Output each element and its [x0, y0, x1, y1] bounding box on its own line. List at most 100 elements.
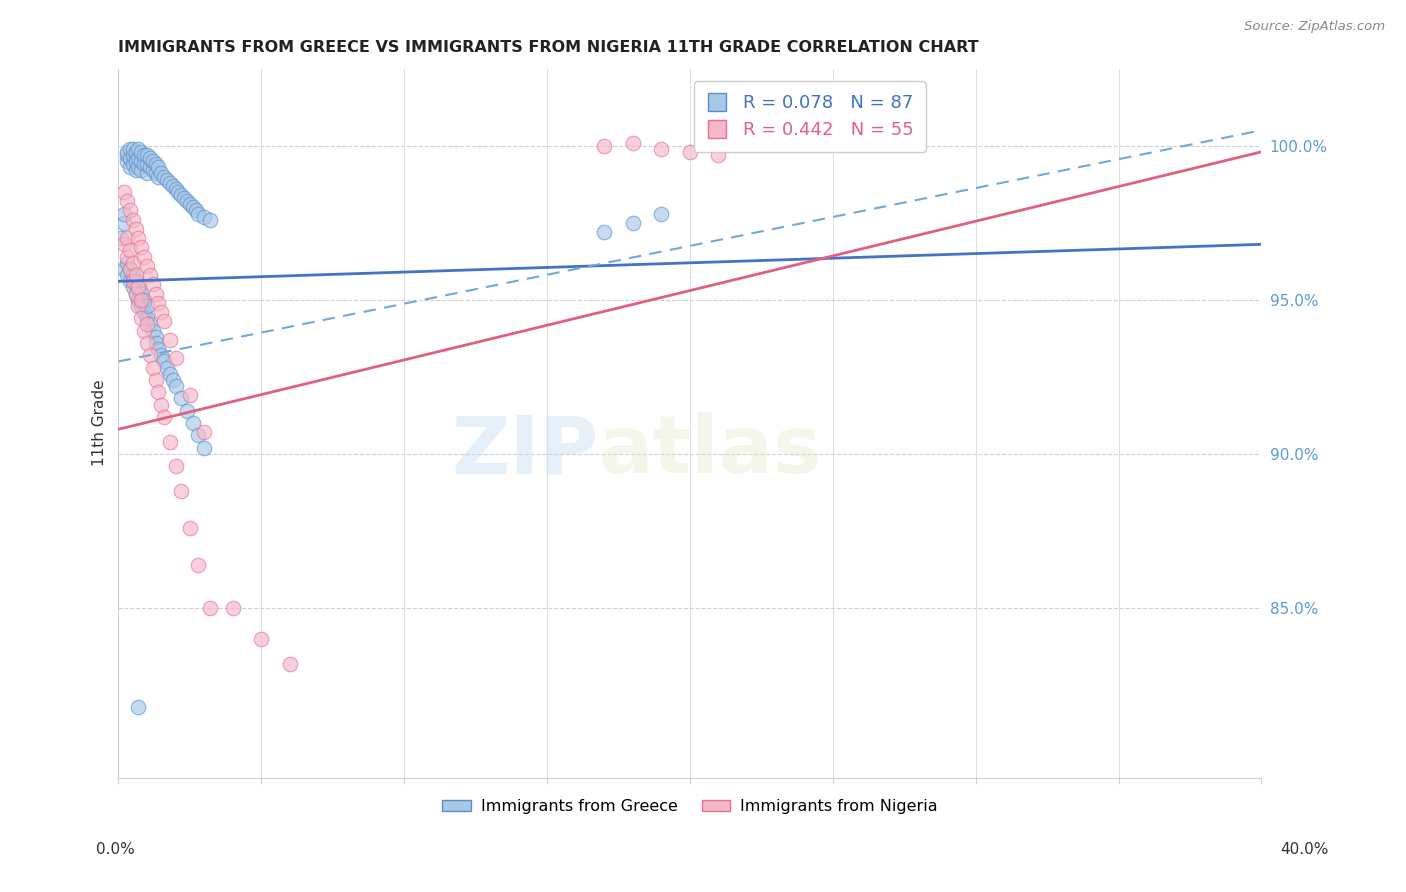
Point — [118, 274, 141, 288]
Point — [136, 311, 159, 326]
Point — [115, 148, 138, 162]
Y-axis label: 11th Grade: 11th Grade — [93, 380, 107, 467]
Point — [170, 392, 193, 406]
Point — [112, 185, 135, 199]
Point — [593, 138, 616, 153]
Point — [198, 212, 221, 227]
Point — [193, 441, 215, 455]
Point — [118, 244, 141, 258]
Point — [145, 335, 167, 350]
Point — [142, 163, 165, 178]
Point — [124, 286, 146, 301]
Point — [121, 157, 143, 171]
Point — [136, 148, 159, 162]
Point — [121, 268, 143, 282]
Point — [118, 151, 141, 165]
Point — [124, 268, 146, 282]
Point — [593, 225, 616, 239]
Point — [153, 409, 176, 424]
Point — [148, 342, 170, 356]
Point — [170, 188, 193, 202]
Point — [148, 385, 170, 400]
Point — [134, 148, 156, 162]
Point — [150, 305, 173, 319]
Point — [165, 351, 187, 366]
Point — [112, 262, 135, 277]
Point — [679, 145, 702, 159]
Point — [115, 231, 138, 245]
Point — [121, 256, 143, 270]
Point — [153, 169, 176, 184]
Text: IMMIGRANTS FROM GREECE VS IMMIGRANTS FROM NIGERIA 11TH GRADE CORRELATION CHART: IMMIGRANTS FROM GREECE VS IMMIGRANTS FRO… — [118, 40, 979, 55]
Point — [181, 200, 204, 214]
Text: 40.0%: 40.0% — [1281, 842, 1329, 856]
Point — [118, 161, 141, 175]
Point — [115, 250, 138, 264]
Point — [159, 367, 181, 381]
Point — [179, 521, 201, 535]
Point — [139, 268, 162, 282]
Point — [193, 210, 215, 224]
Point — [278, 657, 301, 671]
Point — [156, 172, 179, 186]
Point — [184, 203, 207, 218]
Point — [121, 280, 143, 294]
Point — [124, 154, 146, 169]
Point — [150, 348, 173, 362]
Point — [181, 416, 204, 430]
Point — [139, 151, 162, 165]
Point — [134, 305, 156, 319]
Point — [124, 222, 146, 236]
Point — [110, 231, 132, 245]
Point — [145, 286, 167, 301]
Point — [134, 157, 156, 171]
Point — [115, 268, 138, 282]
Point — [170, 483, 193, 498]
Point — [129, 240, 152, 254]
Point — [179, 388, 201, 402]
Point — [127, 142, 149, 156]
Point — [250, 632, 273, 646]
Point — [148, 161, 170, 175]
Point — [121, 212, 143, 227]
Point — [142, 154, 165, 169]
Point — [121, 274, 143, 288]
Point — [153, 354, 176, 368]
Point — [179, 197, 201, 211]
Point — [134, 293, 156, 307]
Point — [115, 256, 138, 270]
Point — [153, 314, 176, 328]
Point — [136, 335, 159, 350]
Text: 0.0%: 0.0% — [96, 842, 135, 856]
Point — [136, 157, 159, 171]
Point — [124, 286, 146, 301]
Point — [127, 280, 149, 294]
Point — [124, 145, 146, 159]
Point — [156, 360, 179, 375]
Point — [115, 154, 138, 169]
Point — [127, 293, 149, 307]
Point — [139, 318, 162, 332]
Point — [142, 277, 165, 292]
Point — [127, 161, 149, 175]
Point — [136, 166, 159, 180]
Point — [145, 166, 167, 180]
Point — [187, 206, 209, 220]
Point — [148, 296, 170, 310]
Point — [145, 157, 167, 171]
Point — [150, 166, 173, 180]
Point — [129, 299, 152, 313]
Point — [159, 434, 181, 449]
Point — [159, 176, 181, 190]
Point — [193, 425, 215, 440]
Point — [127, 299, 149, 313]
Point — [136, 259, 159, 273]
Point — [707, 148, 730, 162]
Point — [129, 286, 152, 301]
Point — [136, 299, 159, 313]
Point — [650, 206, 672, 220]
Point — [165, 182, 187, 196]
Point — [127, 699, 149, 714]
Point — [134, 324, 156, 338]
Text: Source: ZipAtlas.com: Source: ZipAtlas.com — [1244, 20, 1385, 33]
